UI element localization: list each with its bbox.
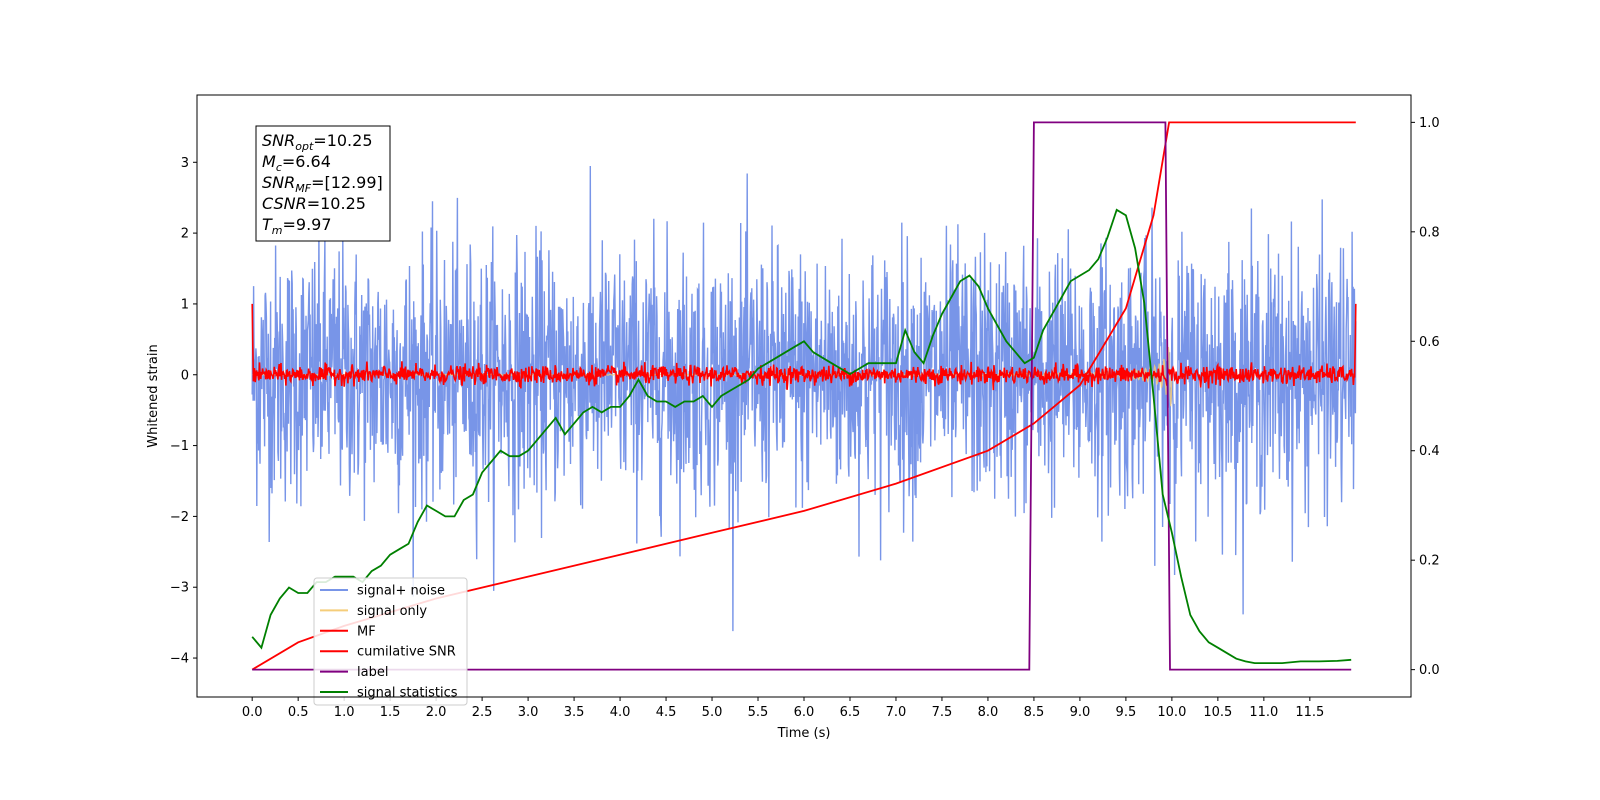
- x-tick-label: 10.0: [1157, 705, 1186, 720]
- x-tick-label: 11.5: [1295, 705, 1324, 720]
- x-axis-label: Time (s): [777, 726, 831, 741]
- x-tick-label: 0.5: [288, 705, 309, 720]
- y-axis-label: Whitened strain: [146, 344, 161, 447]
- y-axis-left: 3 2 1 0 −1 −2 −3 −4: [170, 156, 197, 667]
- y-tick-label: −4: [170, 652, 189, 667]
- x-tick-label: 3.0: [518, 705, 539, 720]
- x-tick-label: 1.5: [380, 705, 401, 720]
- y-axis-right: 1.0 0.8 0.6 0.4 0.2 0.0: [1411, 116, 1440, 678]
- info-box-line: SNRopt=10.25: [262, 131, 373, 153]
- info-box-line: Mc=6.64: [262, 152, 331, 174]
- x-tick-label: 9.5: [1116, 705, 1137, 720]
- y-right-tick-label: 0.4: [1419, 444, 1440, 459]
- y-right-tick-label: 0.8: [1419, 225, 1440, 240]
- x-tick-label: 3.5: [564, 705, 585, 720]
- plot-frame: [196, 94, 1412, 698]
- legend-frame: [313, 577, 468, 706]
- x-tick-label: 6.0: [794, 705, 815, 720]
- x-tick-label: 7.5: [932, 705, 953, 720]
- x-axis: 0.0 0.5 1.0 1.5 2.0 2.5 3.0 3.5 4.0 4.5 5.0 5.5 6.0 6…: [242, 697, 1324, 720]
- series-label: [252, 121, 1352, 671]
- y-tick-label: −1: [170, 439, 189, 454]
- info-box-frame: [255, 125, 391, 242]
- y-tick-label: −3: [170, 581, 189, 596]
- x-tick-label: 4.5: [656, 705, 677, 720]
- info-box-line: SNRMF=[12.99]: [262, 173, 383, 195]
- legend-label: cumilative SNR: [357, 645, 456, 660]
- info-box: SNRopt=10.25Mc=6.64SNRMF=[12.99]CSNR=10.…: [255, 125, 391, 242]
- x-tick-label: 6.5: [840, 705, 861, 720]
- y-right-tick-label: 0.2: [1419, 554, 1440, 569]
- x-tick-label: 10.5: [1203, 705, 1232, 720]
- info-box-line: Tm=9.97: [262, 215, 332, 237]
- info-box-line: CSNR=10.25: [262, 194, 366, 213]
- x-tick-label: 4.0: [610, 705, 631, 720]
- y-tick-label: 2: [181, 227, 189, 242]
- x-tick-label: 2.5: [472, 705, 493, 720]
- legend: signal+ noise signal only MF cumilative SNR…: [313, 577, 468, 706]
- x-tick-label: 5.5: [748, 705, 769, 720]
- y-tick-label: 1: [181, 297, 189, 312]
- y-right-tick-label: 0.6: [1419, 335, 1440, 350]
- y-tick-label: −2: [170, 510, 189, 525]
- x-tick-label: 0.0: [242, 705, 263, 720]
- x-tick-label: 1.0: [334, 705, 355, 720]
- legend-label: signal statistics: [357, 686, 458, 701]
- legend-label: signal only: [357, 604, 427, 619]
- x-tick-label: 8.0: [978, 705, 999, 720]
- x-tick-label: 8.5: [1024, 705, 1045, 720]
- series-signal-plus-noise: [251, 165, 1357, 632]
- x-tick-label: 9.0: [1070, 705, 1091, 720]
- y-right-tick-label: 0.0: [1419, 663, 1440, 678]
- x-tick-label: 11.0: [1249, 705, 1278, 720]
- x-tick-label: 5.0: [702, 705, 723, 720]
- series-signal-statistics: [251, 208, 1352, 664]
- series-mf: [251, 303, 1357, 391]
- x-tick-label: 2.0: [426, 705, 447, 720]
- x-tick-label: 7.0: [886, 705, 907, 720]
- y-right-tick-label: 1.0: [1419, 116, 1440, 131]
- y-tick-label: 0: [181, 368, 189, 383]
- y-tick-label: 3: [181, 156, 189, 171]
- legend-label: label: [357, 665, 388, 680]
- legend-label: signal+ noise: [357, 584, 445, 599]
- legend-label: MF: [357, 624, 376, 639]
